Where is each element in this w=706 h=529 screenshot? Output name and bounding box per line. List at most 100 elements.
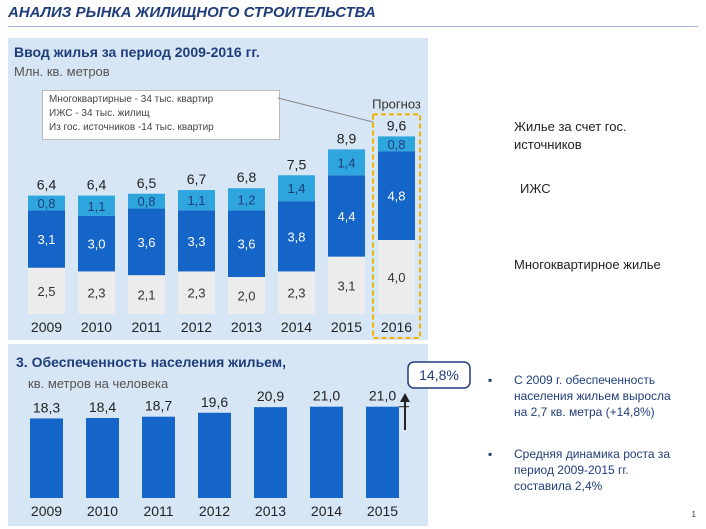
data-label-multi: 2,5	[37, 284, 55, 299]
data-label-multi: 4,0	[387, 270, 405, 285]
bullet-dot-icon: ▪	[488, 447, 493, 461]
total-label: 7,5	[287, 156, 307, 172]
title-divider	[8, 26, 698, 27]
bar-segment-multi	[328, 256, 365, 314]
supply-value-label: 21,0	[313, 388, 340, 404]
growth-arrow-icon	[400, 393, 410, 402]
x-tick-label: 2012	[181, 319, 212, 335]
side-label-gov: Жилье за счет гос. источников	[514, 119, 627, 152]
data-label-izhs: 3,1	[37, 232, 55, 247]
supply-value-label: 18,7	[145, 398, 172, 414]
bar-segment-multi	[78, 271, 115, 314]
bar-segment-gov	[228, 188, 265, 211]
x-tick-label: 2011	[143, 503, 173, 519]
data-label-multi: 2,3	[287, 286, 305, 301]
total-label: 6,5	[137, 175, 157, 191]
supply-bar	[142, 416, 175, 498]
bar-segment-multi	[278, 271, 315, 314]
bar-segment-izhs	[28, 210, 65, 268]
x-tick-label: 2016	[381, 319, 412, 335]
x-tick-label: 2010	[81, 319, 112, 335]
bar-segment-gov	[378, 136, 415, 152]
bar-segment-gov	[78, 195, 115, 216]
bar-segment-gov	[328, 149, 365, 176]
page-number: 1	[691, 510, 696, 519]
bar-segment-gov	[278, 175, 315, 202]
page-title: АНАЛИЗ РЫНКА ЖИЛИЩНОГО СТРОИТЕЛЬСТВА	[8, 4, 376, 21]
data-label-gov: 1,4	[337, 155, 355, 170]
bullet-text: С 2009 г. обеспеченность населения жилье…	[514, 373, 671, 419]
data-label-gov: 1,1	[87, 199, 105, 214]
total-label: 8,9	[337, 130, 357, 146]
bar-segment-izhs	[378, 151, 415, 240]
data-label-multi: 3,1	[337, 278, 355, 293]
data-label-gov: 0,8	[137, 194, 155, 209]
data-label-izhs: 3,6	[137, 235, 155, 250]
data-label-multi: 2,3	[87, 286, 105, 301]
x-tick-label: 2013	[255, 503, 286, 519]
note-line-izhs: ИЖС - 34 тыс. жилищ	[49, 108, 150, 119]
growth-badge	[407, 361, 471, 389]
supply-bar	[366, 406, 399, 498]
supply-value-label: 18,4	[89, 399, 116, 415]
supply-bar	[254, 407, 287, 498]
x-tick-label: 2015	[367, 503, 398, 519]
supply-value-label: 19,6	[201, 394, 228, 410]
bar-segment-izhs	[128, 208, 165, 276]
data-label-gov: 0,8	[37, 196, 55, 211]
data-label-multi: 2,3	[187, 286, 205, 301]
data-label-gov: 1,4	[287, 181, 305, 196]
x-tick-label: 2014	[281, 319, 312, 335]
bar-segment-multi	[28, 267, 65, 314]
supply-bar	[310, 406, 343, 498]
total-label: 6,7	[187, 171, 207, 187]
data-label-izhs: 3,6	[237, 237, 255, 252]
x-tick-label: 2011	[131, 319, 161, 335]
supply-value-label: 18,3	[33, 399, 60, 415]
growth-badge-label: 14,8%	[419, 367, 459, 383]
total-label: 9,6	[387, 117, 407, 133]
bar-segment-multi	[228, 277, 265, 314]
note-callout-line	[277, 97, 374, 123]
data-label-izhs: 3,0	[87, 237, 105, 252]
bar-segment-multi	[178, 271, 215, 314]
side-label-multi: Многоквартирное жилье	[514, 257, 661, 272]
x-tick-label: 2014	[311, 503, 342, 519]
housing-supply-unit: кв. метров на человека	[28, 376, 169, 391]
bar-segment-gov	[128, 193, 165, 209]
total-label: 6,8	[237, 169, 257, 185]
total-label: 6,4	[87, 177, 107, 193]
x-tick-label: 2013	[231, 319, 262, 335]
housing-input-title: Ввод жилья за период 2009-2016 гг.	[14, 44, 260, 60]
side-label-izhs: ИЖС	[520, 181, 551, 196]
data-label-gov: 1,1	[187, 193, 205, 208]
supply-bar	[86, 418, 119, 498]
data-label-multi: 2,0	[237, 289, 255, 304]
x-tick-label: 2010	[87, 503, 118, 519]
bullet-dot-icon: ▪	[488, 373, 493, 387]
forecast-label: Прогноз	[372, 96, 421, 111]
bar-segment-multi	[128, 275, 165, 314]
supply-value-label: 20,9	[257, 388, 284, 404]
supply-value-label: 21,0	[369, 388, 396, 404]
housing-supply-title: 3. Обеспеченность населения жильем,	[16, 354, 287, 370]
x-tick-label: 2009	[31, 503, 62, 519]
bar-segment-izhs	[228, 210, 265, 277]
note-box: Многоквартирные - 34 тыс. квартир ИЖС - …	[42, 90, 280, 140]
x-tick-label: 2009	[31, 319, 62, 335]
bar-segment-izhs	[78, 215, 115, 272]
housing-input-unit: Млн. кв. метров	[14, 64, 110, 79]
data-label-izhs: 4,8	[387, 189, 405, 204]
bar-segment-izhs	[328, 175, 365, 257]
data-label-izhs: 4,4	[337, 209, 355, 224]
data-label-gov: 0,8	[387, 137, 405, 152]
data-label-izhs: 3,3	[187, 234, 205, 249]
note-line-multi: Многоквартирные - 34 тыс. квартир	[49, 94, 214, 105]
note-line-gov: Из гос. источников -14 тыс. квартир	[49, 122, 214, 133]
bar-segment-izhs	[278, 201, 315, 272]
x-tick-label: 2012	[199, 503, 230, 519]
total-label: 6,4	[37, 177, 57, 193]
x-tick-label: 2015	[331, 319, 362, 335]
supply-bar	[198, 412, 231, 498]
